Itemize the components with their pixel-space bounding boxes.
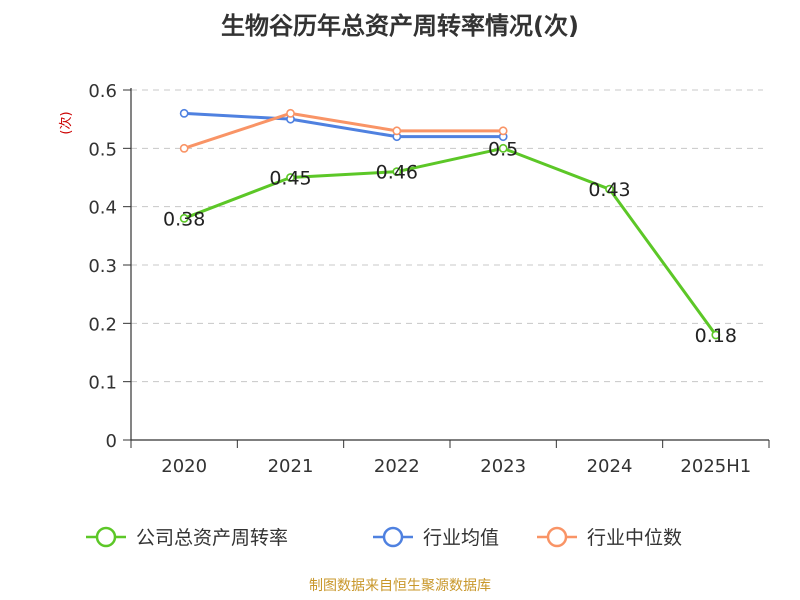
- y-tick-label: 0.6: [88, 81, 117, 102]
- y-tick-label: 0: [106, 431, 117, 452]
- x-tick-label: 2023: [480, 456, 526, 477]
- legend: 公司总资产周转率 行业均值 行业中位数: [86, 526, 682, 549]
- data-point: [498, 143, 508, 153]
- series-layer: [179, 108, 721, 340]
- legend-label: 行业均值: [423, 527, 499, 549]
- data-point: [286, 108, 295, 118]
- y-tick-label: 0.3: [88, 256, 117, 277]
- x-tick-label: 2022: [374, 456, 420, 477]
- series-line: [182, 111, 505, 139]
- data-point: [286, 173, 295, 182]
- x-tick-label: 2020: [161, 456, 207, 477]
- y-tick-label: 0.5: [88, 139, 117, 160]
- data-label: 0.5: [488, 138, 518, 160]
- x-tick-label: 2021: [268, 456, 314, 477]
- y-axis-label: (次): [58, 111, 74, 134]
- data-label: 0.45: [269, 168, 311, 190]
- data-point: [179, 108, 189, 118]
- chart-title: 生物谷历年总资产周转率情况(次): [221, 12, 579, 40]
- data-point: [392, 167, 402, 177]
- legend-label: 行业中位数: [587, 527, 682, 549]
- y-tick-label: 0.1: [88, 373, 117, 394]
- y-tick-label: 0.2: [88, 314, 117, 335]
- data-point: [392, 126, 402, 136]
- legend-item: 行业均值: [373, 526, 499, 549]
- y-tick-labels: 0 0.1 0.2 0.3 0.4 0.5 0.6: [88, 81, 117, 452]
- data-point: [498, 126, 508, 136]
- legend-marker: [382, 526, 404, 548]
- source-note: 制图数据来自恒生聚源数据库: [309, 578, 491, 594]
- data-labels: 0.38 0.45 0.46 0.5 0.43 0.18: [163, 138, 737, 347]
- data-label: 0.43: [588, 179, 630, 201]
- series-line: [182, 146, 718, 337]
- legend-item: 行业中位数: [537, 526, 682, 549]
- data-label: 0.18: [695, 325, 737, 347]
- legend-label: 公司总资产周转率: [136, 527, 288, 549]
- x-tick-label: 2024: [587, 456, 633, 477]
- data-point: [179, 213, 189, 223]
- x-tick-labels: 2020 2021 2022 2023 2024 2025H1: [161, 456, 751, 477]
- series-line: [182, 111, 505, 150]
- y-tick-label: 0.4: [88, 198, 117, 219]
- data-label: 0.46: [376, 162, 418, 184]
- data-point: [179, 143, 189, 153]
- legend-item: 公司总资产周转率: [86, 526, 288, 549]
- axes: [123, 88, 770, 448]
- data-point: [605, 184, 614, 194]
- legend-marker: [546, 526, 568, 548]
- data-point: [711, 330, 721, 340]
- data-label: 0.38: [163, 208, 205, 230]
- legend-marker: [95, 526, 117, 548]
- x-tick-label: 2025H1: [680, 456, 751, 477]
